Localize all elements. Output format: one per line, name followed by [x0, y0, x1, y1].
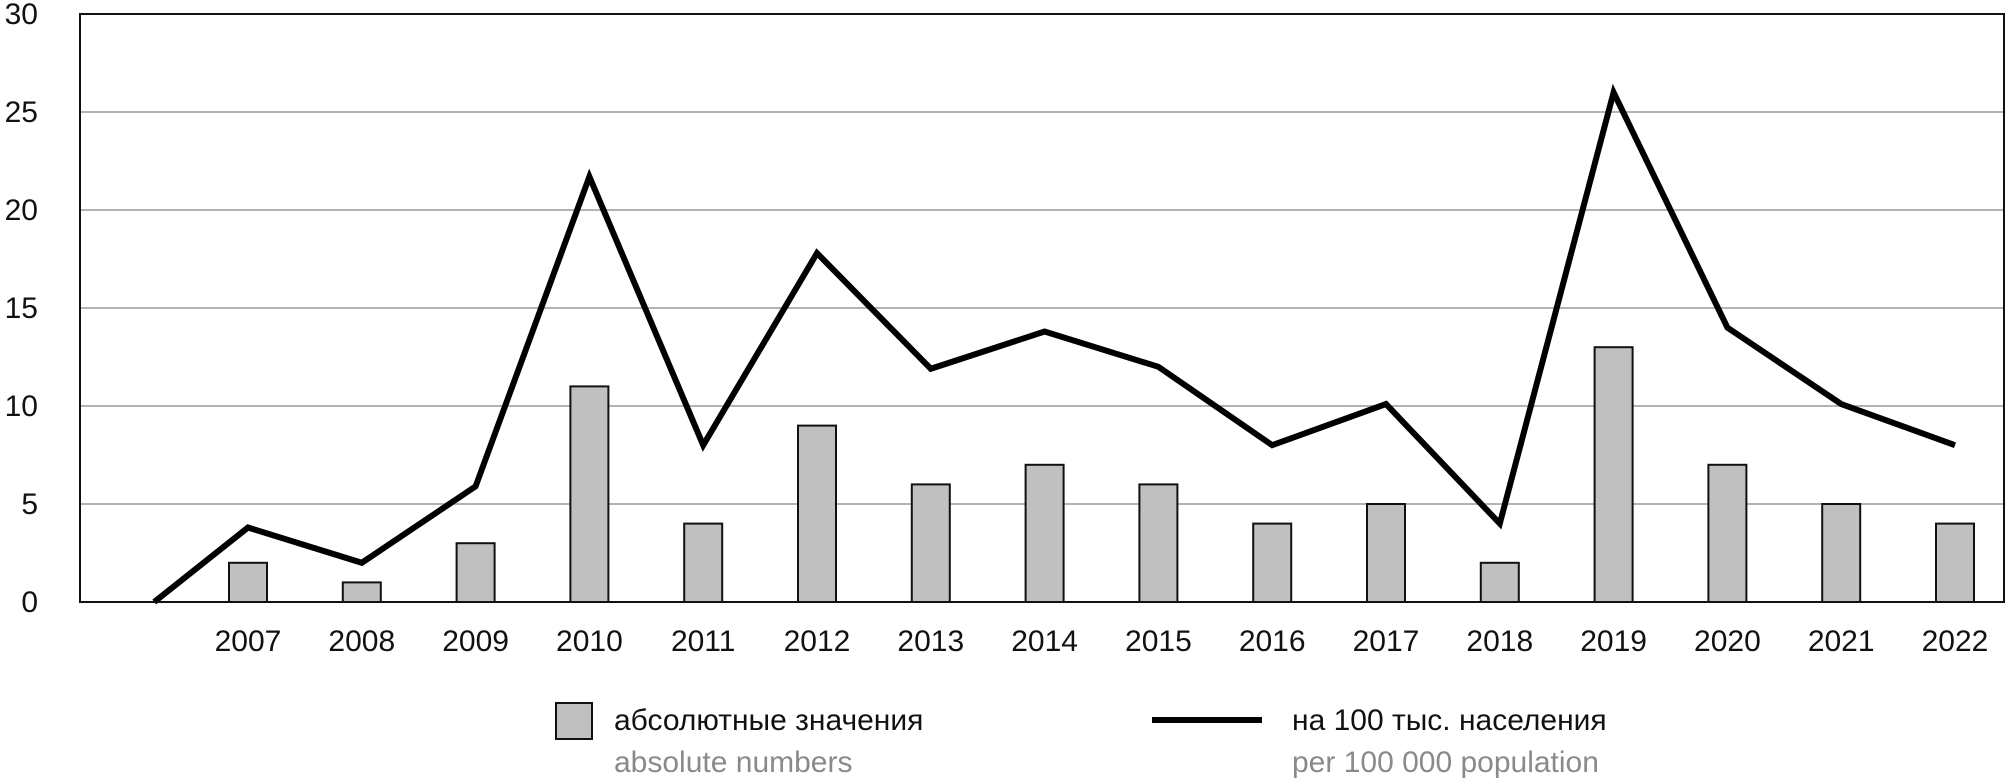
x-tick-label: 2021 — [1808, 625, 1875, 658]
legend-line-sublabel: per 100 000 population — [1292, 746, 1599, 779]
y-tick-label: 15 — [5, 292, 38, 325]
line-series — [152, 83, 1957, 605]
x-tick-label: 2018 — [1466, 625, 1533, 658]
x-tick-label: 2011 — [671, 625, 736, 658]
bar — [569, 385, 610, 603]
legend-bars-sublabel: absolute numbers — [614, 746, 852, 779]
x-tick-label: 2013 — [897, 625, 964, 658]
x-tick-label: 2015 — [1125, 625, 1192, 658]
plot-frame — [79, 13, 2005, 603]
bar — [228, 561, 268, 603]
x-tick-label: 2019 — [1580, 625, 1647, 658]
x-tick-label: 2012 — [784, 625, 851, 658]
bar — [1479, 561, 1520, 603]
bar — [1707, 463, 1748, 603]
y-tick-label: 30 — [5, 0, 38, 31]
y-tick-label: 20 — [5, 194, 38, 227]
x-tick-label: 2010 — [556, 625, 623, 658]
y-axis-ticks: 0 5 10 15 20 25 30 — [5, 0, 38, 619]
legend-line-label: на 100 тыс. населения — [1292, 704, 1607, 737]
bar — [1366, 503, 1406, 603]
bar — [455, 542, 496, 604]
gridlines — [80, 111, 2004, 505]
bar — [910, 483, 951, 603]
y-tick-label: 10 — [5, 390, 38, 423]
y-tick-label: 25 — [5, 96, 38, 129]
bar — [1138, 483, 1179, 603]
x-tick-label: 2009 — [442, 625, 509, 658]
legend-bar-swatch — [555, 702, 593, 740]
y-tick-label: 0 — [21, 586, 38, 619]
x-axis-ticks: 2007 2008 2009 2010 2011 2012 2013 2014 2015 2016… — [215, 625, 1989, 658]
bar — [1821, 503, 1862, 603]
x-tick-label: 2008 — [328, 625, 395, 658]
legend: абсолютные значения absolute numbers на … — [555, 702, 1607, 779]
x-tick-label: 2022 — [1922, 625, 1989, 658]
y-tick-label: 5 — [21, 488, 38, 521]
bar — [1024, 463, 1065, 603]
bar — [1252, 522, 1293, 603]
x-tick-label: 2007 — [215, 625, 282, 658]
x-tick-label: 2016 — [1239, 625, 1306, 658]
bars-series — [228, 346, 1975, 604]
bar — [1935, 522, 1975, 603]
x-tick-label: 2014 — [1011, 625, 1078, 658]
x-tick-label: 2020 — [1694, 625, 1761, 658]
legend-bars-label: абсолютные значения — [614, 704, 923, 737]
bar — [341, 581, 382, 604]
x-tick-label: 2017 — [1353, 625, 1420, 658]
bar — [797, 424, 837, 603]
bar — [1593, 346, 1634, 604]
bar — [683, 522, 724, 603]
